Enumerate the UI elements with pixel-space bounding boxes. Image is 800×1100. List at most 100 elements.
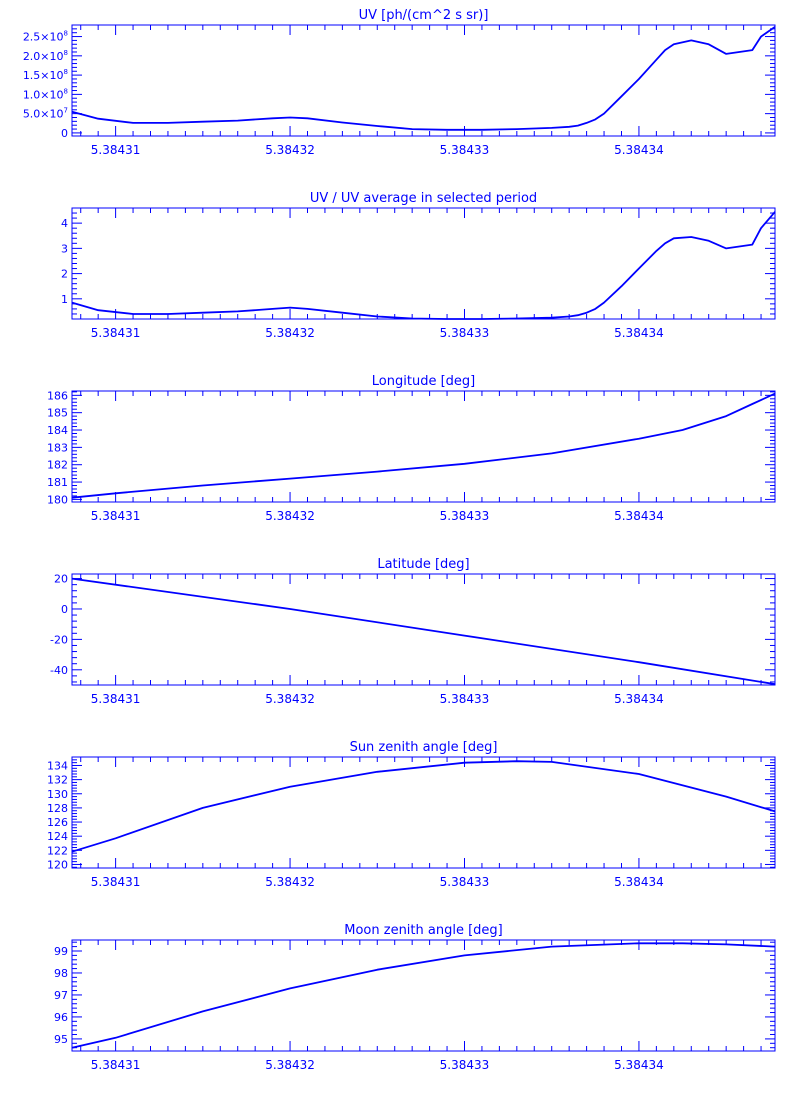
y-tick-label-exponent: 8 xyxy=(64,30,68,38)
x-tick-label: 5.38431 xyxy=(91,875,141,889)
y-tick-label: 2.5×108 xyxy=(23,30,68,44)
plot-frame xyxy=(71,573,776,686)
y-tick-label: 181 xyxy=(47,476,68,489)
x-tick-label: 5.38431 xyxy=(91,326,141,340)
y-tick-label: 96 xyxy=(54,1011,68,1024)
chart-title: Moon zenith angle [deg] xyxy=(344,923,502,938)
chart-panel: UV [ph/(cm^2 s sr)]05.0×1071.0×1081.5×10… xyxy=(23,8,776,157)
x-tick-label: 5.38431 xyxy=(91,1058,141,1072)
x-tick-label: 5.38432 xyxy=(265,326,315,340)
y-tick-label: 1.0×108 xyxy=(23,87,68,101)
y-tick-label: 130 xyxy=(47,788,68,801)
series-line xyxy=(71,760,776,853)
chart-title: Sun zenith angle [deg] xyxy=(350,740,498,755)
chart-panel: Longitude [deg] 180 181 182 183 184 185 186 5.38… xyxy=(47,374,776,523)
y-tick-label-exponent: 8 xyxy=(64,87,68,95)
y-tick-label-mantissa: 130 xyxy=(47,788,68,801)
y-tick-label: 185 xyxy=(47,407,68,420)
x-tick-label: 5.38432 xyxy=(265,875,315,889)
x-tick-label: 5.38433 xyxy=(440,692,490,706)
y-tick-label: 1 xyxy=(61,293,68,306)
y-tick-label: 128 xyxy=(47,802,68,815)
x-tick-label: 5.38433 xyxy=(440,875,490,889)
y-tick-label: 124 xyxy=(47,830,68,843)
y-tick-label: 20 xyxy=(54,573,68,586)
y-tick-label-mantissa: 132 xyxy=(47,774,68,787)
y-tick-label: 1.5×108 xyxy=(23,68,68,82)
y-tick-label-mantissa: 126 xyxy=(47,816,68,829)
y-tick-label: 122 xyxy=(47,844,68,857)
y-tick-label-mantissa: 95 xyxy=(54,1033,68,1046)
series-line xyxy=(71,392,776,499)
x-tick-label: 5.38432 xyxy=(265,692,315,706)
series-line xyxy=(71,577,776,686)
chart-title: UV [ph/(cm^2 s sr)] xyxy=(359,8,489,23)
y-tick-label-mantissa: 1.5×10 xyxy=(23,69,64,82)
y-tick-label: 5.0×107 xyxy=(23,107,68,121)
y-tick-label-mantissa: 5.0×10 xyxy=(23,108,64,121)
y-tick-label: 3 xyxy=(61,242,68,255)
y-tick-label-mantissa: 2 xyxy=(61,268,68,281)
y-tick-label: 0 xyxy=(61,603,68,616)
y-tick-label: 126 xyxy=(47,816,68,829)
chart-panel: Sun zenith angle [deg] 120122124126128130… xyxy=(47,740,776,889)
y-tick-label-mantissa: 120 xyxy=(47,858,68,871)
y-tick-label-exponent: 8 xyxy=(64,68,68,76)
y-tick-label: 120 xyxy=(47,858,68,871)
y-tick-label: -20 xyxy=(50,633,68,646)
y-tick-label: 0 xyxy=(61,127,68,140)
y-tick-label-mantissa: 2.0×10 xyxy=(23,50,64,63)
chart-title: Longitude [deg] xyxy=(372,374,475,389)
y-tick-label: 184 xyxy=(47,424,68,437)
y-tick-label-mantissa: -40 xyxy=(50,664,68,677)
y-tick-label: 99 xyxy=(54,945,68,958)
y-tick-label: 186 xyxy=(47,389,68,402)
chart-title: Latitude [deg] xyxy=(377,557,469,572)
y-tick-label-mantissa: 185 xyxy=(47,407,68,420)
chart-panel: UV / UV average in selected period 1 2 3 4 5.… xyxy=(61,191,776,340)
y-tick-label-exponent: 7 xyxy=(64,107,68,115)
x-tick-label: 5.38434 xyxy=(614,143,664,157)
x-tick-label: 5.38432 xyxy=(265,509,315,523)
y-tick-label-mantissa: 182 xyxy=(47,459,68,472)
y-tick-label-mantissa: 181 xyxy=(47,476,68,489)
y-tick-label-mantissa: 124 xyxy=(47,830,68,843)
x-tick-label: 5.38431 xyxy=(91,509,141,523)
y-tick-label: 132 xyxy=(47,774,68,787)
x-tick-label: 5.38431 xyxy=(91,143,141,157)
y-tick-label: 182 xyxy=(47,459,68,472)
y-tick-label-mantissa: 183 xyxy=(47,441,68,454)
plot-frame xyxy=(71,756,776,869)
y-tick-label-mantissa: 4 xyxy=(61,217,68,230)
y-tick-label-mantissa: 20 xyxy=(54,573,68,586)
chart-panel: Latitude [deg] -40 -20 0 20 5.38431 5.38432 5.3… xyxy=(50,557,776,706)
x-tick-label: 5.38433 xyxy=(440,143,490,157)
y-tick-label-mantissa: 3 xyxy=(61,242,68,255)
y-tick-label-mantissa: -20 xyxy=(50,633,68,646)
series-line xyxy=(71,942,776,1049)
x-tick-label: 5.38434 xyxy=(614,509,664,523)
y-tick-label-mantissa: 1 xyxy=(61,293,68,306)
x-tick-label: 5.38434 xyxy=(614,1058,664,1072)
y-tick-label-mantissa: 134 xyxy=(47,759,68,772)
y-tick-label-mantissa: 96 xyxy=(54,1011,68,1024)
x-tick-label: 5.38432 xyxy=(265,143,315,157)
x-tick-label: 5.38432 xyxy=(265,1058,315,1072)
x-tick-label: 5.38433 xyxy=(440,326,490,340)
x-tick-label: 5.38434 xyxy=(614,875,664,889)
plot-frame xyxy=(71,24,776,137)
x-tick-label: 5.38434 xyxy=(614,326,664,340)
y-tick-label-mantissa: 180 xyxy=(47,493,68,506)
y-tick-label-mantissa: 97 xyxy=(54,989,68,1002)
x-tick-label: 5.38431 xyxy=(91,692,141,706)
series-line xyxy=(71,26,776,131)
y-tick-label-mantissa: 184 xyxy=(47,424,68,437)
y-tick-label-mantissa: 1.0×10 xyxy=(23,88,64,101)
y-tick-label: 4 xyxy=(61,217,68,230)
plot-frame xyxy=(71,939,776,1052)
y-tick-label-mantissa: 186 xyxy=(47,389,68,402)
y-tick-label-mantissa: 99 xyxy=(54,945,68,958)
y-tick-label: 95 xyxy=(54,1033,68,1046)
y-tick-label-exponent: 8 xyxy=(64,49,68,57)
